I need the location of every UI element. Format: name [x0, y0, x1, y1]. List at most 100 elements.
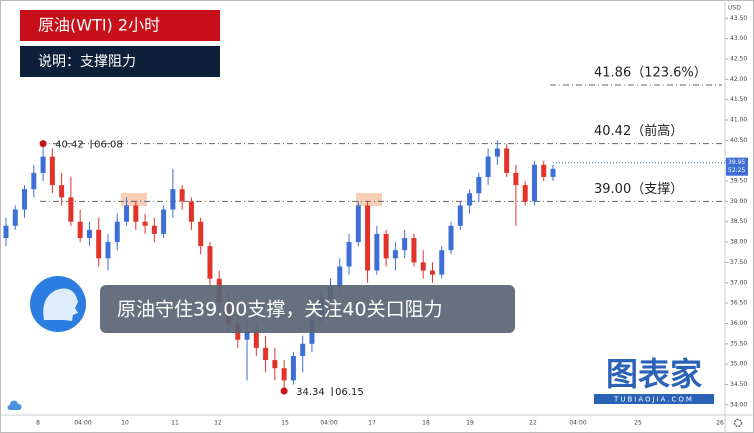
current-price-tag	[726, 157, 748, 176]
candle-body	[68, 197, 74, 222]
x-tick-label: 25	[634, 420, 642, 427]
x-tick-label: 04:00	[74, 420, 91, 427]
highlight-box	[356, 193, 382, 206]
candle-body	[124, 205, 130, 222]
candle-body	[392, 250, 398, 259]
candle-body	[346, 242, 352, 267]
candle-body	[77, 221, 83, 238]
candle-body	[383, 233, 389, 259]
y-tick-label: 39.00	[730, 198, 747, 205]
candle-body	[59, 185, 65, 198]
candle-body	[467, 193, 473, 206]
candle-body	[550, 168, 556, 177]
caption-box	[100, 285, 515, 333]
y-tick-label: 39.50	[730, 178, 747, 185]
candle-body	[411, 238, 417, 263]
candle-body	[105, 242, 111, 259]
candle-body	[476, 176, 482, 194]
chart-title: 原油(WTI) 2小时	[38, 16, 160, 35]
x-tick-label: 11	[171, 420, 179, 427]
candle-body	[337, 266, 343, 287]
x-tick-label: 18	[422, 420, 430, 427]
candle-body	[188, 201, 194, 222]
candle-body	[40, 156, 46, 173]
candle-body	[513, 172, 519, 186]
candle-body	[244, 331, 250, 340]
candle-body	[281, 368, 287, 381]
logo-text: 图表家	[606, 355, 702, 393]
candle-body	[96, 229, 102, 259]
candle-body	[355, 205, 361, 243]
annotation-date: 06.08	[94, 140, 123, 151]
level-label: 41.86（123.6%）	[594, 66, 707, 81]
x-tick-label: 15	[281, 420, 289, 427]
y-tick-label: 38.00	[730, 239, 747, 246]
candle-body	[253, 331, 259, 348]
y-tick-label: 41.50	[730, 96, 747, 103]
candle-body	[365, 205, 371, 271]
highlight-box	[121, 193, 147, 206]
caption: 原油守住39.00支撑，关注40关口阻力	[117, 299, 443, 321]
current-price-label: 39.95	[728, 159, 745, 166]
candle-body	[12, 209, 18, 226]
y-tick-label: 35.50	[730, 340, 747, 347]
annotation-value: 40.42	[55, 140, 84, 151]
candle-body	[114, 221, 120, 243]
y-tick-label: 42.00	[730, 76, 747, 83]
y-tick-label: 38.50	[730, 218, 747, 225]
head-shape	[43, 288, 78, 321]
y-tick-label: 35.00	[730, 361, 747, 368]
logo-band	[594, 394, 714, 404]
level-label: 40.42（前高）	[594, 123, 683, 139]
candle-body	[198, 221, 204, 247]
x-tick-label: 22	[529, 420, 537, 427]
x-tick-label: 8	[36, 420, 40, 427]
candle-body	[448, 225, 454, 251]
candle-body	[49, 156, 55, 186]
candle-body	[86, 229, 92, 238]
candle-body	[22, 189, 28, 210]
y-tick-label: 36.50	[730, 300, 747, 307]
plot: 34.00 34.50 35.00 35.50 36.00 36.50 37.00 37.50…	[3, 15, 748, 427]
y-tick-label: 42.50	[730, 55, 747, 62]
candle-body	[263, 347, 269, 361]
candle-body	[161, 209, 167, 234]
x-tick-label: 04:00	[320, 420, 337, 427]
logo-url: TUBIAOJIA.COM	[613, 396, 694, 404]
countdown-label: 52:25	[728, 167, 745, 174]
x-tick-label: 10	[121, 420, 129, 427]
candle-body	[374, 233, 380, 271]
candle-body	[133, 205, 139, 222]
y-tick-label: 34.00	[730, 401, 747, 408]
candle-body	[31, 172, 37, 190]
candle-body	[485, 156, 491, 177]
y-tick-label: 37.50	[730, 259, 747, 266]
currency-label: USD	[728, 5, 741, 12]
y-tick-label: 36.00	[730, 320, 747, 327]
x-tick-label: 12	[214, 420, 222, 427]
annotation-value: 34.34	[296, 387, 325, 398]
y-tick-label: 41.00	[730, 117, 747, 124]
candle-body	[170, 189, 176, 210]
candle-body	[439, 250, 445, 275]
candle-body	[272, 360, 278, 369]
candle-body	[457, 205, 463, 226]
candle-body	[290, 356, 296, 381]
x-tick-label: 17	[368, 420, 376, 427]
y-tick-label: 43.00	[730, 35, 747, 42]
cloud-icon	[7, 400, 22, 410]
title-box	[20, 10, 220, 41]
candle-body	[429, 270, 435, 275]
level-label: 39.00（支撑）	[594, 182, 683, 197]
candle-body	[142, 221, 148, 226]
settings-icon	[733, 418, 743, 428]
chart-subtitle: 说明：支撑阻力	[38, 54, 136, 70]
annotation-dot	[280, 387, 288, 395]
candle-body	[207, 246, 213, 279]
y-tick-label: 37.00	[730, 279, 747, 286]
x-tick-label: 04:00	[569, 420, 586, 427]
subtitle-box	[20, 46, 220, 77]
candle-body	[179, 189, 185, 202]
annotation-date: 06.15	[335, 387, 364, 398]
